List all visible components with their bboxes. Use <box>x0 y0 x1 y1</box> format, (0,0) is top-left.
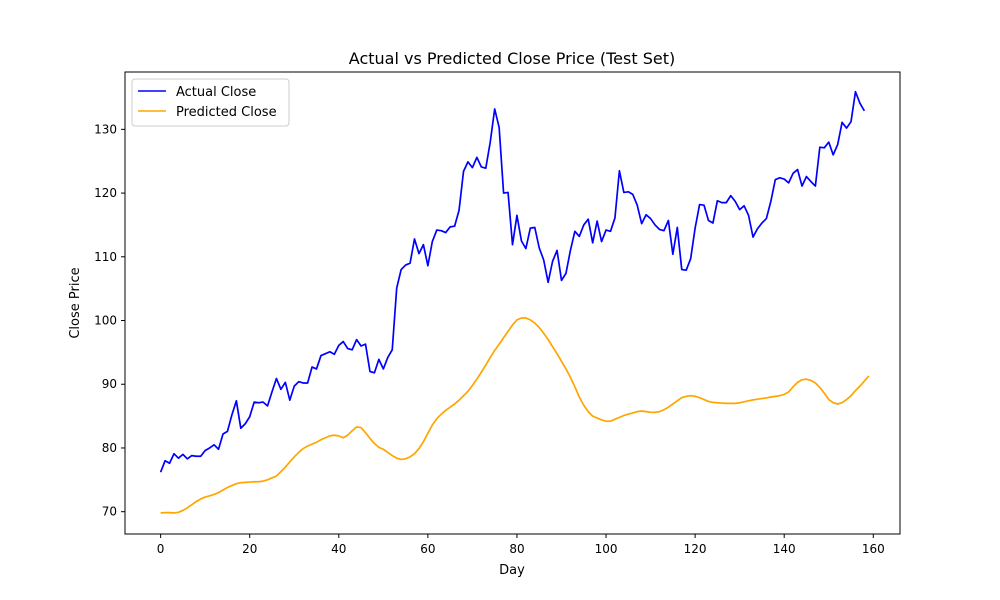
x-tick-label: 160 <box>862 542 885 556</box>
x-tick-label: 80 <box>509 542 524 556</box>
y-axis-label: Close Price <box>68 267 83 338</box>
plot-frame <box>124 71 901 535</box>
y-tick-label: 90 <box>102 377 117 391</box>
x-tick-label: 140 <box>773 542 796 556</box>
y-tick-label: 100 <box>94 314 117 328</box>
y-tick-label: 120 <box>94 186 117 200</box>
legend: Actual Close Predicted Close <box>131 78 290 127</box>
x-axis-label: Day <box>499 563 525 578</box>
series-lines <box>159 90 870 514</box>
x-tick-label: 60 <box>420 542 435 556</box>
legend-box <box>131 78 290 127</box>
x-tick-label: 120 <box>684 542 707 556</box>
y-tick-label: 130 <box>94 122 117 136</box>
chart-title: Actual vs Predicted Close Price (Test Se… <box>349 49 675 68</box>
actual-close-line <box>159 90 866 473</box>
x-tick-label: 20 <box>242 542 257 556</box>
x-tick-label: 40 <box>331 542 346 556</box>
y-tick-label: 70 <box>102 505 117 519</box>
predicted-close-line <box>160 317 870 514</box>
axis-ticks: 0 20 40 60 80 100 120 140 160 70 80 90 100 110 120 130 <box>94 122 885 556</box>
x-tick-label: 0 <box>157 542 165 556</box>
y-tick-label: 80 <box>102 441 117 455</box>
legend-label-predicted: Predicted Close <box>176 105 277 120</box>
y-tick-label: 110 <box>94 250 117 264</box>
x-tick-label: 100 <box>595 542 618 556</box>
legend-label-actual: Actual Close <box>176 85 256 100</box>
